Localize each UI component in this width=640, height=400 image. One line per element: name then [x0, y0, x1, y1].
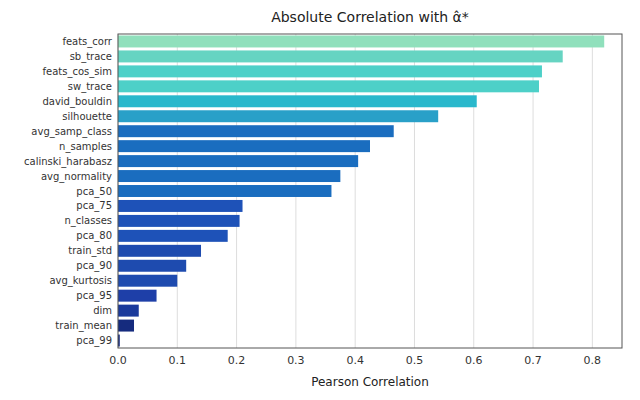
y-tick-label: avg_normality [41, 171, 112, 183]
y-tick-label: train_mean [55, 320, 112, 332]
chart: 0.0 0.1 0.2 0.3 0.4 0.5 0.6 0.7 0.8 pca_99 train_m… [0, 0, 640, 400]
y-tick-label: pca_90 [76, 260, 112, 272]
title: Absolute Correlation with α̂* [271, 9, 469, 25]
bar [118, 65, 542, 77]
plot-frame [118, 34, 622, 348]
y-tick-label: n_samples [59, 141, 112, 153]
bar [118, 320, 134, 332]
y-tick-label: avg_samp_class [31, 126, 112, 138]
bar [118, 125, 394, 137]
x-tick-label: 0.0 [109, 354, 127, 367]
y-tick-label: sb_trace [70, 51, 112, 63]
bar [118, 95, 477, 107]
y-tick-label: sw_trace [68, 81, 112, 93]
x-tick-label: 0.4 [346, 354, 364, 367]
y-tick-label: train_std [68, 245, 112, 257]
bar [118, 275, 177, 287]
bars [118, 35, 604, 346]
bar [118, 290, 157, 302]
grid-line [592, 34, 593, 348]
bar [118, 230, 228, 242]
y-tick-label: dim [93, 305, 112, 316]
y-tick-label: pca_95 [76, 290, 112, 302]
x-tick-label: 0.6 [465, 354, 483, 367]
x-tick-label: 0.3 [287, 354, 305, 367]
bar [118, 35, 604, 47]
x-tick-label: 0.5 [406, 354, 424, 367]
y-tick-label: pca_50 [76, 186, 112, 198]
y-tick-label: calinski_harabasz [24, 156, 112, 168]
bar [118, 155, 358, 167]
bar [118, 110, 438, 122]
bar [118, 200, 243, 212]
bar [118, 50, 563, 62]
y-tick-label: pca_80 [76, 230, 112, 242]
x-tick-label: 0.8 [584, 354, 602, 367]
grid [118, 34, 592, 348]
y-tick-label: n_classes [64, 215, 112, 227]
bar [118, 185, 331, 197]
x-tick-label: 0.2 [228, 354, 246, 367]
bar [118, 80, 539, 92]
bar [118, 245, 201, 257]
bar [118, 140, 370, 152]
x-tick-label: 0.1 [169, 354, 187, 367]
bar [118, 260, 186, 272]
y-tick-label: pca_75 [76, 200, 112, 212]
y-tick-label: pca_99 [76, 335, 112, 347]
x-tick-label: 0.7 [524, 354, 542, 367]
x-axis-label: Pearson Correlation [311, 375, 429, 389]
bar [118, 305, 139, 317]
y-tick-label: avg_kurtosis [49, 275, 112, 287]
y-tick-label: david_bouldin [42, 96, 112, 108]
y-tick-label: silhouette [62, 111, 112, 122]
bar [118, 170, 340, 182]
bar [118, 215, 240, 227]
y-tick-label: feats_cos_sim [43, 66, 113, 78]
y-tick-label: feats_corr [62, 36, 112, 48]
